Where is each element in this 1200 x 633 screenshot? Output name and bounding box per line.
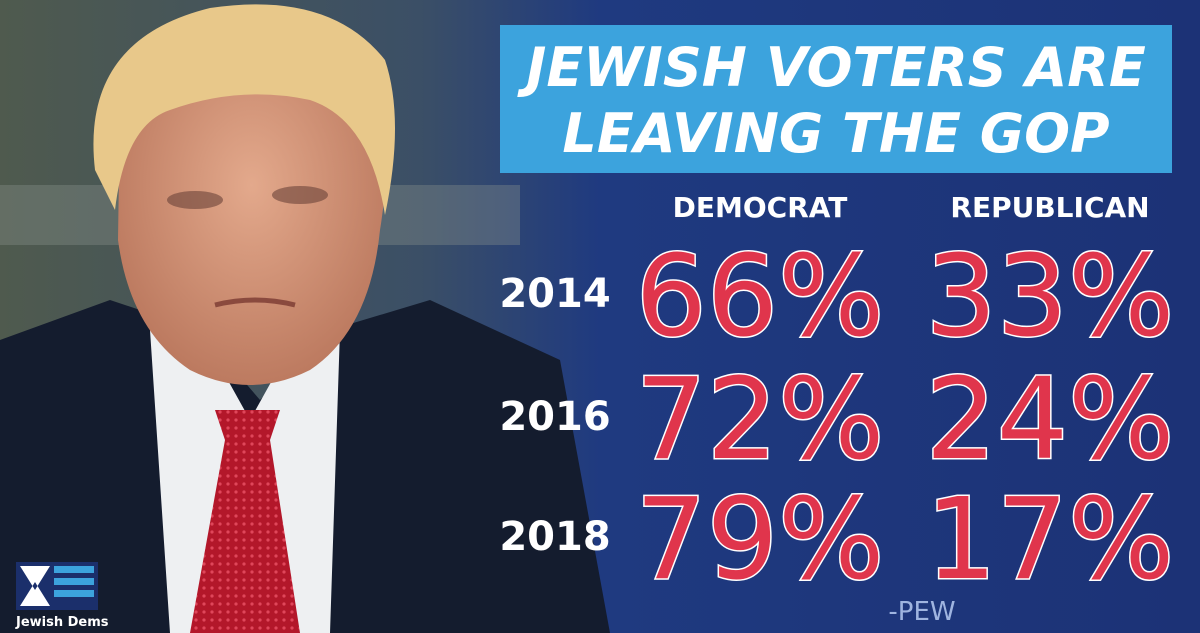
percentage: 72% (636, 355, 885, 485)
column-header: REPUBLICAN (950, 191, 1149, 224)
percentage: 17% (926, 475, 1175, 605)
percentage: 66% (636, 232, 885, 362)
row-year: 2018 (499, 514, 610, 560)
row-year: 2014 (499, 271, 610, 317)
percentage: 24% (926, 355, 1175, 485)
percentage: 79% (636, 475, 885, 605)
row-year: 2016 (499, 394, 610, 440)
logo: Jewish Dems (15, 562, 109, 630)
source: -PEW (888, 597, 955, 627)
title-line: LEAVING THE GOP (562, 102, 1109, 165)
title-line: JEWISH VOTERS ARE (517, 36, 1146, 99)
photo (0, 4, 610, 633)
table: DEMOCRAT REPUBLICAN 2014 66% 33% 2016 72% 24% 20… (499, 191, 1176, 607)
logo-text: Jewish Dems (15, 615, 109, 630)
column-header: DEMOCRAT (673, 191, 848, 224)
title-box (500, 25, 1172, 173)
percentage: 33% (926, 232, 1175, 362)
